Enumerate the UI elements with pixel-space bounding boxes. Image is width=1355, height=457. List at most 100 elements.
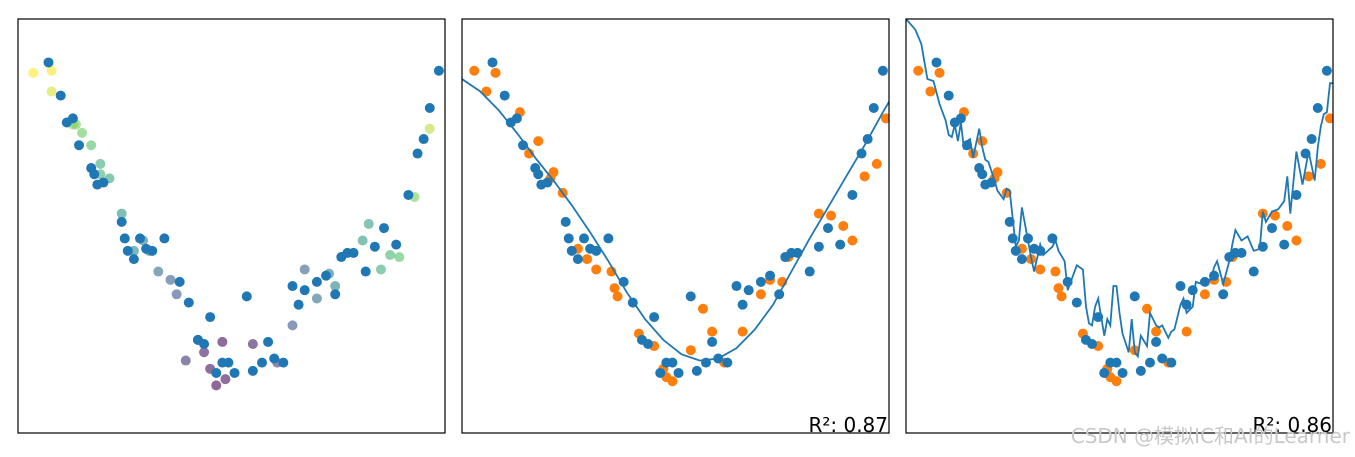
test-point xyxy=(1151,326,1162,337)
test-point xyxy=(612,291,623,302)
train-point xyxy=(1279,239,1290,250)
panel-3-plot-area xyxy=(906,19,1333,387)
train-point xyxy=(847,189,858,200)
train-point xyxy=(360,266,371,277)
colored-point xyxy=(375,264,386,275)
colored-point xyxy=(171,289,182,300)
train-point xyxy=(667,357,678,368)
train-point xyxy=(603,233,614,244)
colored-point xyxy=(385,249,396,260)
train-point xyxy=(1099,367,1110,378)
train-point xyxy=(1291,189,1302,200)
test-point xyxy=(591,264,602,275)
colored-point xyxy=(330,281,341,292)
colored-point xyxy=(180,355,191,366)
train-point xyxy=(1135,365,1146,376)
test-point xyxy=(1053,283,1064,294)
train-point xyxy=(707,336,718,347)
train-point xyxy=(1306,134,1317,145)
train-point xyxy=(122,245,133,256)
colored-point xyxy=(217,336,228,347)
train-point xyxy=(293,299,304,310)
colored-point xyxy=(95,158,106,169)
train-point xyxy=(223,357,234,368)
test-point xyxy=(548,167,559,178)
train-point xyxy=(722,357,733,368)
train-point xyxy=(804,266,815,277)
train-point xyxy=(1151,336,1162,347)
train-point xyxy=(205,312,216,323)
test-point xyxy=(685,345,696,356)
train-point xyxy=(128,254,139,265)
train-point xyxy=(263,336,274,347)
train-point xyxy=(591,245,602,256)
train-point xyxy=(278,357,289,368)
train-point xyxy=(418,134,429,145)
train-point xyxy=(241,291,252,302)
train-point xyxy=(813,241,824,252)
train-point xyxy=(1166,357,1177,368)
train-point xyxy=(566,245,577,256)
train-point xyxy=(391,239,402,250)
fit-line xyxy=(906,19,1333,359)
train-point xyxy=(868,103,879,114)
colored-point xyxy=(28,67,39,78)
test-point xyxy=(582,254,593,265)
train-point xyxy=(55,90,66,101)
test-point xyxy=(880,113,889,124)
train-point xyxy=(1111,357,1122,368)
test-point xyxy=(925,86,936,97)
train-point xyxy=(269,353,280,364)
train-point xyxy=(823,223,833,234)
test-point xyxy=(1315,158,1326,169)
train-point xyxy=(1016,254,1027,265)
train-point xyxy=(643,338,654,349)
train-point xyxy=(931,57,942,68)
train-point xyxy=(379,223,389,234)
train-point xyxy=(247,365,258,376)
train-point xyxy=(424,103,435,114)
colored-point xyxy=(165,274,176,285)
colored-point xyxy=(199,347,210,358)
train-point xyxy=(311,276,322,287)
train-point xyxy=(135,233,145,244)
train-point xyxy=(1199,276,1210,287)
test-point xyxy=(1056,291,1067,302)
train-point xyxy=(731,281,742,292)
colored-point xyxy=(394,252,405,263)
test-point xyxy=(826,210,837,221)
train-point xyxy=(511,113,522,124)
test-point xyxy=(838,221,849,231)
train-point xyxy=(685,291,696,302)
train-point xyxy=(43,57,54,68)
test-point xyxy=(1035,264,1046,275)
test-point xyxy=(469,65,480,76)
colored-point xyxy=(299,264,310,275)
train-point xyxy=(159,233,170,244)
panel-1-frame xyxy=(17,18,446,434)
test-point xyxy=(755,289,766,300)
test-point xyxy=(737,326,748,337)
train-point xyxy=(655,367,666,378)
train-point xyxy=(98,177,109,188)
test-point xyxy=(1324,113,1333,124)
test-point xyxy=(1270,210,1281,221)
train-point xyxy=(1218,289,1229,300)
panel-2-plot-area xyxy=(462,57,889,387)
train-point xyxy=(755,276,766,287)
panel-2-frame xyxy=(461,18,890,434)
test-point xyxy=(913,65,924,76)
test-point xyxy=(707,326,718,337)
train-point xyxy=(673,367,684,378)
train-point xyxy=(1248,266,1259,277)
train-point xyxy=(1117,367,1128,378)
test-point xyxy=(992,167,1003,178)
train-point xyxy=(1010,245,1021,256)
train-point xyxy=(348,247,359,258)
train-point xyxy=(74,140,84,151)
train-point xyxy=(518,140,528,151)
train-point xyxy=(691,365,702,376)
colored-point xyxy=(363,218,374,229)
test-point xyxy=(1282,221,1293,231)
train-point xyxy=(116,216,127,227)
